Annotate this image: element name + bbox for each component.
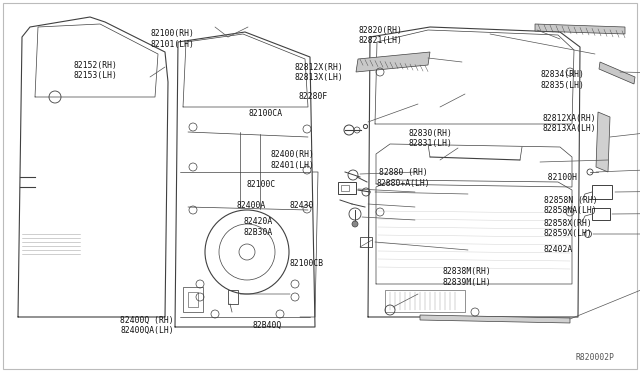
Text: 82402A: 82402A [544, 246, 573, 254]
Text: 82152(RH)
82153(LH): 82152(RH) 82153(LH) [74, 61, 118, 80]
Polygon shape [356, 52, 430, 72]
Text: 82B40Q: 82B40Q [253, 321, 282, 330]
Bar [592, 185, 612, 199]
Circle shape [352, 221, 358, 227]
Text: 82880 (RH)
82880+A(LH): 82880 (RH) 82880+A(LH) [376, 168, 430, 187]
Text: 82400(RH)
82401(LH): 82400(RH) 82401(LH) [270, 150, 314, 170]
Bar [341, 185, 349, 191]
Polygon shape [420, 315, 570, 323]
Text: 82100(RH)
82101(LH): 82100(RH) 82101(LH) [151, 29, 195, 49]
Bar [188, 292, 198, 307]
Text: 82838M(RH)
82839M(LH): 82838M(RH) 82839M(LH) [443, 267, 492, 287]
Text: 82858N (RH)
82858NA(LH): 82858N (RH) 82858NA(LH) [544, 196, 598, 215]
Text: 82420A: 82420A [243, 217, 273, 226]
Bar [385, 290, 465, 312]
Text: 82100H: 82100H [538, 173, 577, 182]
Bar [338, 182, 356, 194]
Text: 82820(RH)
82821(LH): 82820(RH) 82821(LH) [359, 26, 403, 45]
Polygon shape [596, 112, 610, 172]
Text: 82400Q (RH)
82400QA(LH): 82400Q (RH) 82400QA(LH) [120, 316, 174, 335]
Bar [228, 290, 238, 304]
Text: 82812X(RH)
82813X(LH): 82812X(RH) 82813X(LH) [294, 63, 343, 82]
Text: 82280F: 82280F [299, 92, 328, 101]
Text: 82830(RH)
82831(LH): 82830(RH) 82831(LH) [408, 129, 452, 148]
Text: R820002P: R820002P [575, 353, 614, 362]
Text: 82100CA: 82100CA [248, 109, 282, 118]
Polygon shape [599, 62, 635, 84]
Bar [592, 208, 610, 220]
Text: 82100C: 82100C [246, 180, 276, 189]
Text: 82430: 82430 [289, 201, 314, 210]
Polygon shape [535, 24, 625, 34]
Text: 82100CB: 82100CB [289, 259, 323, 268]
Text: 82B30A: 82B30A [243, 228, 273, 237]
Bar [360, 237, 372, 247]
Text: 82812XA(RH)
82813XA(LH): 82812XA(RH) 82813XA(LH) [543, 114, 596, 133]
Text: 82858X(RH)
82859X(LH): 82858X(RH) 82859X(LH) [544, 219, 593, 238]
Text: 82400A: 82400A [237, 201, 266, 210]
Bar [183, 287, 203, 312]
Text: 82834(RH)
82835(LH): 82834(RH) 82835(LH) [541, 70, 585, 90]
